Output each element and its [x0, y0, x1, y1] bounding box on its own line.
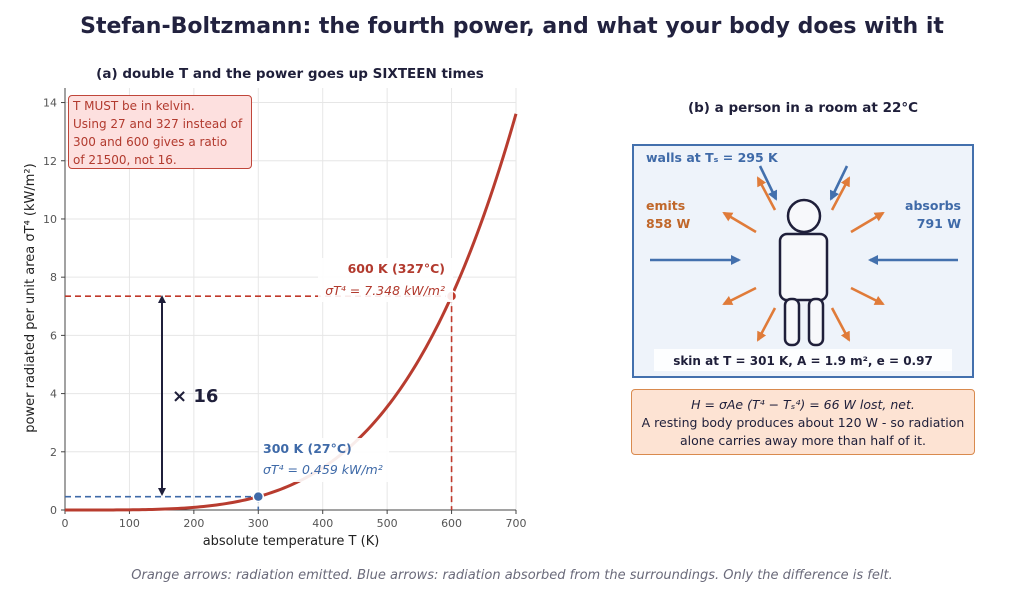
walls-label: walls at Tₛ = 295 K: [646, 150, 779, 165]
note-line: alone carries away more than half of it.: [679, 433, 927, 448]
note-line: A resting body produces about 120 W - so…: [641, 415, 965, 430]
skin-label-bg: [654, 349, 952, 371]
warning-line: T MUST be in kelvin.: [73, 99, 195, 113]
emit-arrows: [722, 176, 885, 342]
y-tick-label: 14: [43, 97, 57, 110]
point-low-value: σT⁴ = 0.459 kW/m²: [263, 462, 383, 477]
x-tick-label: 100: [119, 517, 140, 530]
x-tick-label: 200: [183, 517, 204, 530]
skin-label: skin at T = 301 K, A = 1.9 m², e = 0.97: [673, 354, 933, 368]
emits-label: emits: [646, 198, 685, 213]
y-tick-label: 8: [50, 271, 57, 284]
x-tick-label: 700: [506, 517, 527, 530]
label-bg-low: [259, 438, 389, 482]
y-axis-title: power radiated per unit area σT⁴ (kW/m²): [23, 163, 38, 432]
y-tick-label: 0: [50, 504, 57, 517]
point-high-label: 600 K (327°C): [348, 261, 445, 276]
y-tick-label: 4: [50, 388, 57, 401]
label-bg-high: [318, 258, 453, 302]
x-tick-label: 400: [312, 517, 333, 530]
x-axis-title: absolute temperature T (K): [203, 534, 380, 549]
room-svg: walls at Tₛ = 295 K emits 858 W absorbs …: [646, 150, 961, 371]
series-line: [65, 113, 518, 512]
x-tick-label: 600: [441, 517, 462, 530]
absorb-arrows: [650, 165, 958, 265]
room-diagram: walls at Tₛ = 295 K emits 858 W absorbs …: [632, 144, 974, 378]
panel-a-title: (a) double T and the power goes up SIXTE…: [96, 66, 484, 82]
page-title: Stefan-Boltzmann: the fourth power, and …: [80, 14, 944, 39]
x-tick-label: 0: [62, 517, 69, 530]
absorbs-value: 791 W: [917, 216, 961, 231]
kelvin-warning-box: T MUST be in kelvin. Using 27 and 327 in…: [68, 95, 252, 169]
warning-line: Using 27 and 327 instead of: [73, 117, 243, 131]
person-icon: [778, 198, 829, 347]
y-tick-label: 6: [50, 329, 57, 342]
point-low-label: 300 K (27°C): [263, 441, 352, 456]
warning-line: of 21500, not 16.: [73, 153, 177, 167]
footer-caption: Orange arrows: radiation emitted. Blue a…: [131, 568, 893, 583]
absorbs-label: absorbs: [905, 198, 961, 213]
net-loss-formula: H = σAe (T⁴ − Tₛ⁴) = 66 W lost, net.: [691, 397, 915, 412]
warning-line: 300 and 600 gives a ratio: [73, 135, 228, 149]
panel-b-title: (b) a person in a room at 22°C: [688, 100, 918, 116]
ratio-label: × 16: [172, 386, 218, 407]
x-tick-label: 300: [248, 517, 269, 530]
point-high-value: σT⁴ = 7.348 kW/m²: [325, 283, 445, 298]
x-tick-label: 500: [377, 517, 398, 530]
y-tick-label: 2: [50, 446, 57, 459]
formula-box: H = σAe (T⁴ − Tₛ⁴) = 66 W lost, net. A r…: [631, 389, 975, 455]
emits-value: 858 W: [646, 216, 690, 231]
y-tick-label: 10: [43, 213, 57, 226]
data-point-0: [252, 490, 265, 503]
y-tick-label: 12: [43, 155, 57, 168]
